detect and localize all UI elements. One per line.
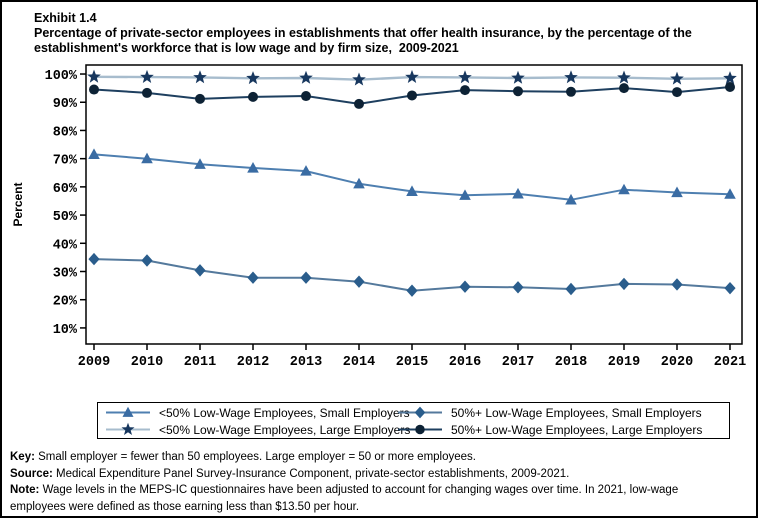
svg-text:40%: 40% (53, 238, 78, 253)
svg-text:2021: 2021 (714, 355, 746, 370)
svg-text:80%: 80% (53, 125, 78, 140)
note-text: Wage levels in the MEPS-IC questionnaire… (10, 484, 679, 513)
svg-text:2012: 2012 (237, 355, 269, 370)
triangle-marker-icon (106, 405, 150, 420)
svg-text:70%: 70% (53, 154, 78, 169)
source-label: Source: (10, 467, 53, 480)
svg-text:30%: 30% (53, 266, 78, 281)
key-text: Small employer = fewer than 50 employees… (34, 451, 476, 463)
svg-text:2017: 2017 (502, 355, 534, 370)
legend-item-50plus-large: 50%+ Low-Wage Employees, Large Employers (398, 422, 729, 437)
svg-text:60%: 60% (53, 182, 78, 197)
svg-text:100%: 100% (45, 69, 78, 84)
legend-label: 50%+ Low-Wage Employees, Small Employers (451, 405, 702, 420)
svg-text:10%: 10% (53, 323, 78, 338)
svg-text:2020: 2020 (661, 355, 693, 370)
circle-marker-icon (398, 422, 442, 437)
legend-item-50plus-small: 50%+ Low-Wage Employees, Small Employers (398, 405, 729, 420)
line-chart: 10% 20% 30% 40% 50% 60% 70% 80% 90% 100% 2009 2010 2… (11, 64, 746, 370)
source-text: Medical Expenditure Panel Survey-Insuran… (52, 467, 570, 480)
title-block: Exhibit 1.4 Percentage of private-sector… (34, 11, 750, 56)
diamond-marker-icon (398, 405, 442, 420)
svg-text:20%: 20% (53, 295, 78, 310)
key-label: Key: (10, 451, 35, 463)
svg-text:2014: 2014 (343, 355, 375, 370)
chart-title-line1: Percentage of private-sector employees i… (34, 26, 692, 40)
svg-text:2016: 2016 (449, 355, 481, 370)
svg-text:2011: 2011 (184, 355, 216, 370)
svg-text:90%: 90% (53, 97, 78, 112)
chart-legend: <50% Low-Wage Employees, Small Employers… (97, 402, 730, 439)
chart-title-line2: establishment's workforce that is low wa… (34, 41, 459, 55)
legend-label: <50% Low-Wage Employees, Small Employers (159, 405, 410, 420)
svg-text:Percent: Percent (11, 182, 25, 226)
svg-text:2019: 2019 (608, 355, 640, 370)
note-note: Note: Wage levels in the MEPS-IC questio… (10, 482, 736, 515)
svg-text:2010: 2010 (131, 355, 163, 370)
legend-item-lt50-small: <50% Low-Wage Employees, Small Employers (106, 405, 410, 420)
legend-label: 50%+ Low-Wage Employees, Large Employers (451, 422, 703, 437)
note-label: Note: (10, 484, 40, 496)
svg-text:2013: 2013 (290, 355, 322, 370)
legend-item-lt50-large: <50% Low-Wage Employees, Large Employers (106, 422, 410, 437)
svg-text:2018: 2018 (555, 355, 587, 370)
star-marker-icon (106, 422, 150, 437)
footnotes: Key: Small employer = fewer than 50 empl… (10, 449, 736, 515)
exhibit-number: Exhibit 1.4 (34, 11, 97, 25)
key-note: Key: Small employer = fewer than 50 empl… (10, 449, 736, 466)
source-note: Source: Medical Expenditure Panel Survey… (10, 466, 736, 483)
legend-label: <50% Low-Wage Employees, Large Employers (159, 422, 411, 437)
svg-text:50%: 50% (53, 210, 78, 225)
svg-text:2015: 2015 (396, 355, 428, 370)
svg-text:2009: 2009 (78, 355, 110, 370)
